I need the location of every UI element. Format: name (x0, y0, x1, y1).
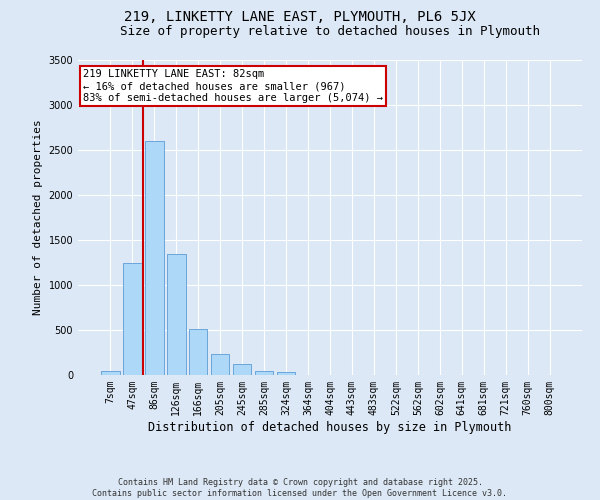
Bar (167, 254, 185, 375)
Text: Contains HM Land Registry data © Crown copyright and database right 2025.
Contai: Contains HM Land Registry data © Crown c… (92, 478, 508, 498)
Bar (101, 370, 119, 375)
Bar (189, 329, 208, 375)
Text: 219 LINKETTY LANE EAST: 82sqm
← 16% of detached houses are smaller (967)
83% of : 219 LINKETTY LANE EAST: 82sqm ← 16% of d… (83, 70, 383, 102)
Text: 219, LINKETTY LANE EAST, PLYMOUTH, PL6 5JX: 219, LINKETTY LANE EAST, PLYMOUTH, PL6 5… (124, 10, 476, 24)
Bar (123, 262, 142, 375)
Y-axis label: Number of detached properties: Number of detached properties (33, 120, 43, 316)
Bar (211, 354, 229, 375)
X-axis label: Distribution of detached houses by size in Plymouth: Distribution of detached houses by size … (148, 420, 512, 434)
Bar (255, 370, 274, 375)
Bar (277, 372, 295, 375)
Bar (233, 364, 251, 375)
Bar (145, 141, 164, 375)
Title: Size of property relative to detached houses in Plymouth: Size of property relative to detached ho… (120, 25, 540, 38)
